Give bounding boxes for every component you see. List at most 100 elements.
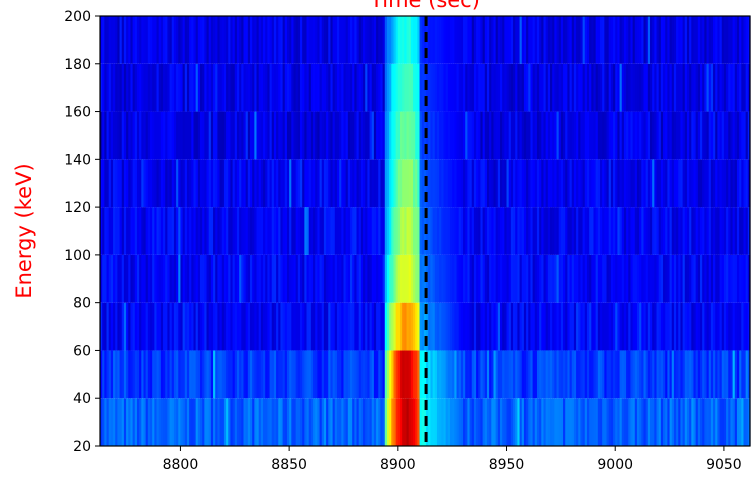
heatmap-cell (671, 63, 675, 112)
heatmap-cell (458, 350, 462, 399)
heatmap-cell (504, 207, 508, 255)
heatmap-cell (176, 207, 179, 255)
heatmap-cell (615, 16, 618, 64)
heatmap-cell (382, 254, 386, 303)
heatmap-cell (360, 254, 364, 303)
heatmap-cell (493, 398, 497, 446)
heatmap-cell (384, 350, 388, 399)
heatmap-cell (256, 398, 260, 446)
heatmap-cell (317, 207, 321, 255)
heatmap-cell (130, 350, 134, 399)
heatmap-cell (513, 63, 516, 112)
heatmap-cell (684, 254, 688, 303)
heatmap-cell (530, 159, 534, 208)
heatmap-cell (480, 111, 484, 160)
heatmap-cell (184, 302, 188, 351)
heatmap-cell (295, 254, 299, 303)
heatmap-cell (589, 16, 592, 64)
heatmap-cell (686, 350, 690, 399)
heatmap-cell (128, 207, 132, 255)
heatmap-cell (160, 302, 164, 351)
heatmap-cell (393, 302, 397, 351)
heatmap-cell (608, 254, 612, 303)
heatmap-cell (726, 63, 729, 112)
heatmap-cell (689, 111, 692, 160)
y-tick-label: 160 (64, 105, 91, 121)
heatmap-cell (556, 159, 560, 208)
heatmap-cell (100, 16, 103, 64)
heatmap-cell (508, 16, 512, 64)
heatmap-cell (684, 350, 688, 399)
heatmap-cell (467, 302, 471, 351)
heatmap-cell (306, 111, 310, 160)
heatmap-cell (480, 63, 484, 112)
heatmap-cell (543, 63, 547, 112)
heatmap-cell (732, 398, 736, 446)
heatmap-cell (126, 111, 129, 160)
heatmap-cell (491, 302, 495, 351)
heatmap-cell (695, 207, 699, 255)
heatmap-cell (565, 350, 568, 399)
heatmap-cell (119, 254, 123, 303)
heatmap-cell (606, 159, 610, 208)
heatmap-cell (200, 16, 203, 64)
heatmap-cell (486, 302, 490, 351)
heatmap-cell (143, 302, 147, 351)
heatmap-cell (567, 207, 571, 255)
heatmap-cell (734, 159, 738, 208)
heatmap-cell (415, 350, 418, 399)
heatmap-cell (180, 16, 184, 64)
heatmap-cell (734, 111, 738, 160)
heatmap-cell (267, 16, 271, 64)
heatmap-cell (291, 398, 295, 446)
heatmap-cell (558, 111, 562, 160)
heatmap-cell (671, 111, 675, 160)
heatmap-cell (189, 254, 192, 303)
heatmap-cell (260, 302, 264, 351)
heatmap-cell (402, 111, 405, 160)
heatmap-cell (130, 302, 134, 351)
heatmap-cell (613, 207, 616, 255)
heatmap-cell (656, 207, 660, 255)
heatmap-cell (502, 207, 505, 255)
heatmap-cell (178, 302, 182, 351)
heatmap-cell (200, 159, 203, 208)
heatmap-cell (673, 350, 677, 399)
heatmap-cell (495, 207, 499, 255)
heatmap-cell (515, 16, 518, 64)
heatmap-cell (526, 159, 529, 208)
heatmap-cell (332, 16, 336, 64)
heatmap-cell (391, 16, 395, 64)
heatmap-cell (626, 302, 629, 351)
heatmap-cell (400, 63, 403, 112)
heatmap-cell (402, 254, 405, 303)
heatmap-cell (619, 398, 623, 446)
heatmap-cell (613, 398, 616, 446)
heatmap-cell (469, 254, 473, 303)
heatmap-cell (330, 63, 334, 112)
heatmap-cell (493, 16, 497, 64)
heatmap-cell (504, 16, 508, 64)
heatmap-cell (373, 398, 377, 446)
heatmap-cell (389, 207, 392, 255)
heatmap-cell (147, 207, 151, 255)
heatmap-cell (239, 16, 242, 64)
heatmap-cell (282, 350, 286, 399)
heatmap-cell (200, 350, 203, 399)
heatmap-cell (523, 254, 527, 303)
heatmap-cell (558, 350, 562, 399)
heatmap-cell (126, 254, 129, 303)
heatmap-cell (210, 350, 214, 399)
heatmap-cell (673, 254, 677, 303)
heatmap-cell (519, 16, 523, 64)
heatmap-cell (271, 111, 275, 160)
heatmap-cell (526, 350, 529, 399)
heatmap-cell (658, 16, 662, 64)
heatmap-cell (680, 63, 684, 112)
heatmap-cell (386, 16, 390, 64)
heatmap-cell (243, 350, 247, 399)
heatmap-cell (652, 111, 655, 160)
heatmap-cell (413, 63, 416, 112)
heatmap-cell (393, 350, 397, 399)
heatmap-cell (206, 159, 210, 208)
